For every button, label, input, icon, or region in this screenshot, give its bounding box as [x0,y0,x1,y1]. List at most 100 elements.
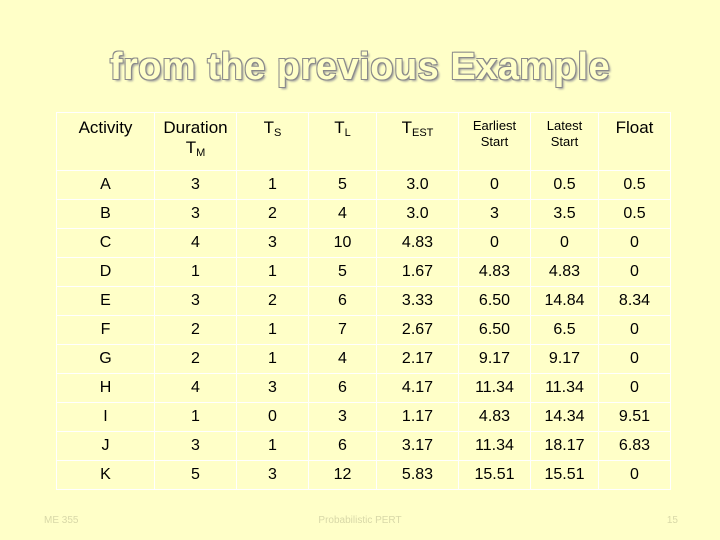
cell-latest-start: 15.51 [530,460,599,490]
table-row: D 1 1 5 1.67 4.83 4.83 0 [56,257,671,287]
footer-page-number: 15 [666,515,678,526]
header-earliest-start: Earliest Start [458,112,531,171]
header-tl-symbol: T [334,118,345,137]
cell-duration: 3 [154,286,237,316]
cell-duration: 1 [154,257,237,287]
cell-tl: 6 [308,286,377,316]
header-duration-label: Duration [163,118,228,137]
table-row: E 3 2 6 3.33 6.50 14.84 8.34 [56,286,671,316]
header-duration-symbol: T [185,138,197,157]
cell-activity: K [56,460,155,490]
cell-earliest-start: 9.17 [458,344,531,374]
cell-float: 0 [598,373,671,403]
header-latest-start-line2: Start [550,134,579,149]
cell-ts: 0 [236,402,309,432]
header-ts-symbol: T [263,118,275,137]
cell-earliest-start: 11.34 [458,373,531,403]
cell-earliest-start: 11.34 [458,431,531,461]
cell-earliest-start: 0 [458,228,531,258]
cell-latest-start: 9.17 [530,344,599,374]
header-float-label: Float [615,118,654,137]
cell-test: 2.67 [376,315,459,345]
cell-latest-start: 14.34 [530,402,599,432]
cell-tl: 6 [308,431,377,461]
cell-earliest-start: 6.50 [458,315,531,345]
cell-ts: 3 [236,228,309,258]
slide-title: from the previous Example [109,46,611,88]
cell-activity: J [56,431,155,461]
cell-float: 0 [598,344,671,374]
cell-duration: 3 [154,199,237,229]
cell-earliest-start: 15.51 [458,460,531,490]
cell-latest-start: 14.84 [530,286,599,316]
header-earliest-start-line2: Start [480,134,509,149]
cell-activity: B [56,199,155,229]
cell-tl: 5 [308,257,377,287]
header-latest-start-line1: Latest [546,118,583,133]
cell-test: 3.33 [376,286,459,316]
cell-tl: 6 [308,373,377,403]
cell-earliest-start: 4.83 [458,257,531,287]
header-float: Float [598,112,671,171]
cell-activity: C [56,228,155,258]
cell-duration: 4 [154,228,237,258]
cell-earliest-start: 0 [458,170,531,200]
table-body: A 3 1 5 3.0 0 0.5 0.5 B 3 2 4 3.0 3 3.5 0.5 C 4 3 10 4.83 0 0 0… [56,170,671,490]
cell-test: 5.83 [376,460,459,490]
cell-duration: 3 [154,170,237,200]
cell-test: 3.0 [376,170,459,200]
cell-tl: 4 [308,344,377,374]
cell-latest-start: 11.34 [530,373,599,403]
cell-float: 6.83 [598,431,671,461]
cell-float: 0 [598,315,671,345]
header-activity: Activity [56,112,155,171]
header-activity-label: Activity [78,118,133,137]
table-row: H 4 3 6 4.17 11.34 11.34 0 [56,373,671,403]
table-row: G 2 1 4 2.17 9.17 9.17 0 [56,344,671,374]
cell-ts: 1 [236,344,309,374]
cell-tl: 5 [308,170,377,200]
header-test: TEST [376,112,459,171]
cell-tl: 10 [308,228,377,258]
header-test-subscript: EST [411,127,434,139]
cell-test: 3.0 [376,199,459,229]
table-row: A 3 1 5 3.0 0 0.5 0.5 [56,170,671,200]
cell-ts: 1 [236,315,309,345]
table-row: J 3 1 6 3.17 11.34 18.17 6.83 [56,431,671,461]
header-duration: Duration TM [154,112,237,171]
header-ts: TS [236,112,309,171]
cell-tl: 7 [308,315,377,345]
header-tl: TL [308,112,377,171]
cell-earliest-start: 4.83 [458,402,531,432]
header-tl-subscript: L [344,127,351,139]
cell-ts: 2 [236,199,309,229]
footer-topic: Probabilistic PERT [318,515,402,526]
cell-ts: 3 [236,373,309,403]
cell-float: 0 [598,460,671,490]
cell-activity: E [56,286,155,316]
cell-ts: 1 [236,170,309,200]
cell-latest-start: 6.5 [530,315,599,345]
cell-duration: 4 [154,373,237,403]
table-row: C 4 3 10 4.83 0 0 0 [56,228,671,258]
cell-test: 4.83 [376,228,459,258]
cell-test: 1.17 [376,402,459,432]
cell-latest-start: 0 [530,228,599,258]
cell-duration: 2 [154,344,237,374]
table-header-row: Activity Duration TM TS TL TEST Earliest… [56,112,671,171]
cell-test: 1.67 [376,257,459,287]
table-row: F 2 1 7 2.67 6.50 6.5 0 [56,315,671,345]
cell-float: 0 [598,257,671,287]
cell-ts: 2 [236,286,309,316]
table-row: B 3 2 4 3.0 3 3.5 0.5 [56,199,671,229]
cell-earliest-start: 3 [458,199,531,229]
header-ts-subscript: S [274,127,282,139]
cell-earliest-start: 6.50 [458,286,531,316]
cell-activity: A [56,170,155,200]
header-latest-start: Latest Start [530,112,599,171]
cell-tl: 3 [308,402,377,432]
cell-activity: D [56,257,155,287]
cell-duration: 5 [154,460,237,490]
cell-float: 0.5 [598,199,671,229]
cell-activity: G [56,344,155,374]
